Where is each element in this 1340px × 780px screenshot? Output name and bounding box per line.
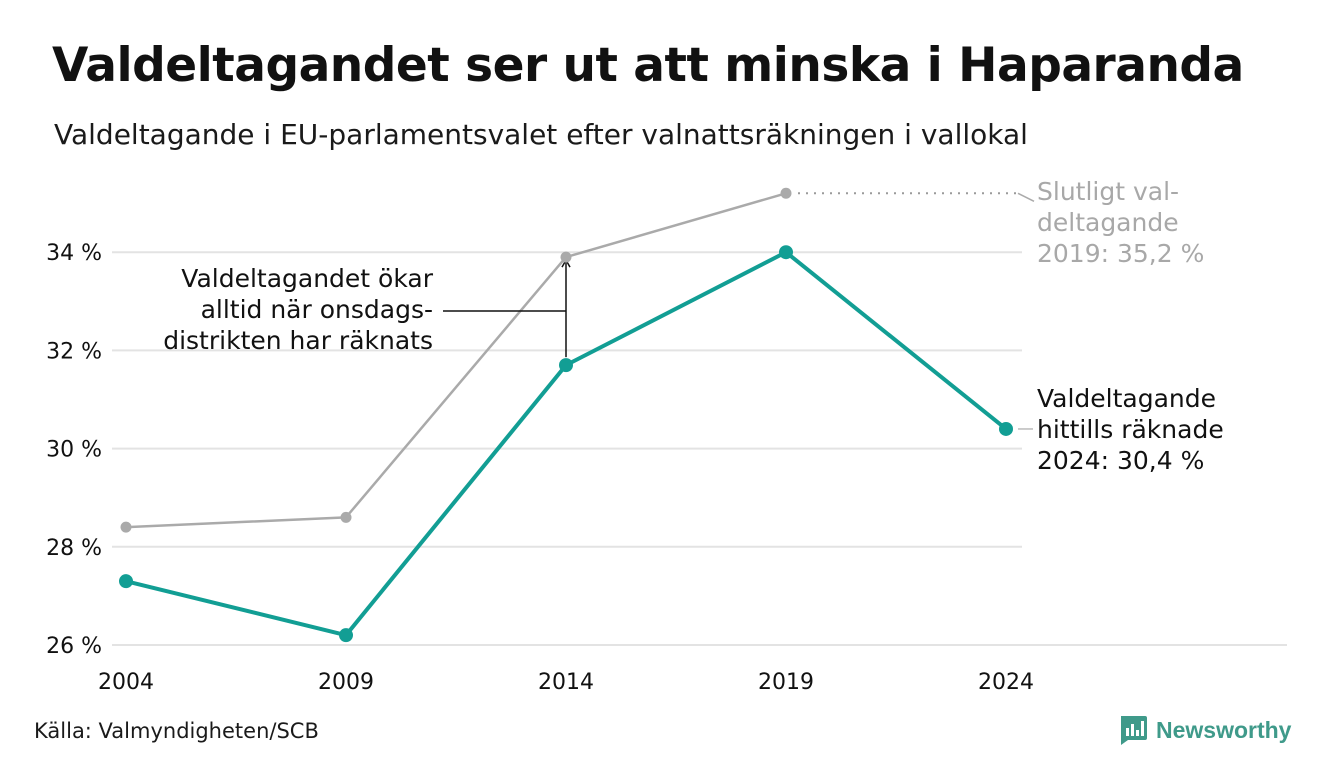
y-tick-label: 26 % (46, 634, 102, 659)
chart-title: Valdeltagandet ser ut att minska i Hapar… (52, 38, 1244, 93)
source-note: Källa: Valmyndigheten/SCB (34, 719, 319, 743)
data-point-current (999, 421, 1013, 436)
series-line-final (125, 192, 787, 529)
x-tick-label: 2004 (98, 670, 154, 695)
onsdag-annotation: Valdeltagandet ökar (181, 264, 433, 293)
data-point-final (780, 187, 792, 199)
newsworthy-icon (1121, 716, 1147, 745)
chart-subtitle: Valdeltagande i EU-parlamentsvalet efter… (54, 118, 1028, 151)
x-tick-label: 2019 (758, 670, 814, 695)
y-tick-label: 32 % (46, 339, 102, 364)
brand-name: Newsworthy (1156, 716, 1292, 743)
data-point-current (779, 245, 793, 260)
final-2019-annotation: 2019: 35,2 % (1037, 239, 1204, 268)
annotation-connector (1017, 192, 1035, 202)
final-2019-annotation: Slutligt val- (1037, 177, 1179, 206)
current-2024-annotation: Valdeltagande (1037, 384, 1216, 413)
newsworthy-logo[interactable]: Newsworthy (1118, 713, 1291, 747)
x-tick-label: 2014 (538, 670, 594, 695)
final-2019-annotation: deltagande (1037, 208, 1179, 237)
data-point-current (119, 574, 133, 589)
onsdag-annotation: alltid när onsdags- (201, 295, 433, 324)
data-point-final (120, 521, 132, 533)
data-point-final (340, 511, 352, 523)
data-point-current (339, 628, 353, 643)
data-point-current (559, 358, 573, 373)
data-point-final (560, 251, 572, 263)
x-tick-label: 2024 (978, 670, 1034, 695)
current-2024-annotation: hittills räknade (1037, 415, 1224, 444)
onsdag-annotation: distrikten har räknats (163, 326, 433, 355)
y-tick-label: 34 % (46, 241, 102, 266)
current-2024-annotation: 2024: 30,4 % (1037, 446, 1204, 475)
x-tick-label: 2009 (318, 670, 374, 695)
y-tick-label: 30 % (46, 438, 102, 463)
y-tick-label: 28 % (46, 536, 102, 561)
